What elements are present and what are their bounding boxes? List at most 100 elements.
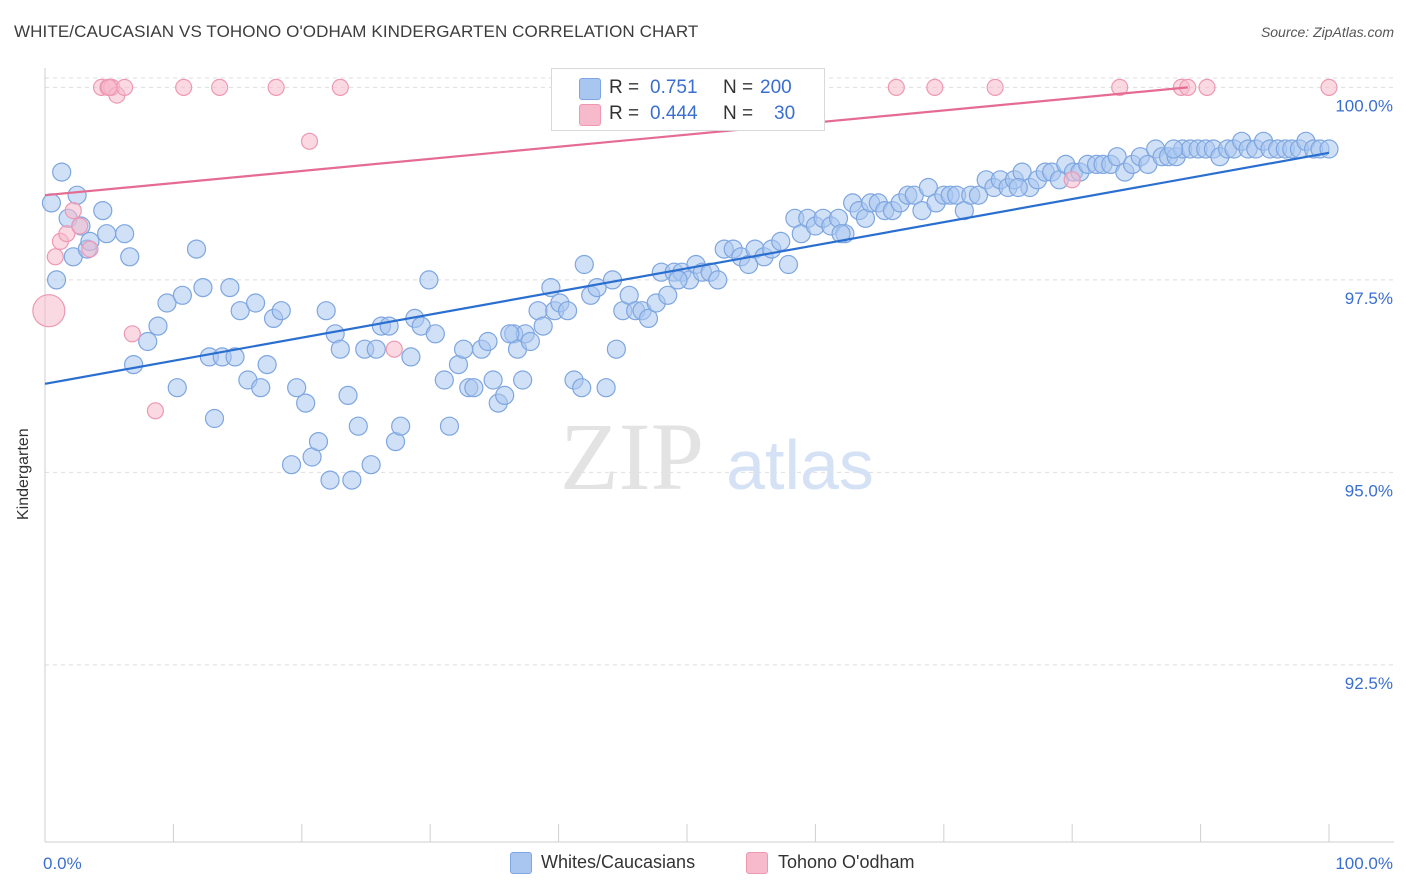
data-point-whites xyxy=(918,177,938,198)
y-tick-label: 100.0% xyxy=(1335,96,1393,115)
data-point-tohono xyxy=(1320,78,1338,97)
data-point-whites xyxy=(1107,147,1127,167)
data-point-tohono xyxy=(1198,78,1216,97)
data-point-tohono xyxy=(385,340,403,358)
data-point-whites xyxy=(115,224,135,244)
data-point-whites xyxy=(287,378,307,398)
data-point-whites xyxy=(67,185,87,205)
data-point-whites xyxy=(41,193,62,213)
data-point-whites xyxy=(668,270,688,290)
legend-swatch-tohono xyxy=(746,852,768,874)
data-point-tohono xyxy=(116,78,134,97)
data-point-whites xyxy=(330,339,350,359)
data-point-whites xyxy=(513,370,533,390)
data-point-whites xyxy=(483,370,503,390)
data-point-whites xyxy=(557,301,578,321)
data-point-whites xyxy=(572,378,592,398)
legend-swatch-pink xyxy=(579,104,601,126)
data-point-whites xyxy=(708,270,728,290)
x-tick-label: 100.0% xyxy=(1335,854,1393,873)
data-point-tohono xyxy=(64,202,82,220)
data-point-whites xyxy=(606,339,626,359)
data-point-whites xyxy=(230,301,250,321)
legend-r-label: R = xyxy=(609,103,640,124)
legend-n-value: 30 xyxy=(774,103,796,124)
data-point-whites xyxy=(638,308,659,328)
data-point-whites xyxy=(271,301,291,321)
data-point-whites xyxy=(308,432,329,452)
data-point-tohono xyxy=(100,78,118,97)
data-point-tohono xyxy=(175,78,193,97)
legend-n-label: N = xyxy=(723,103,754,124)
data-point-whites xyxy=(97,224,117,244)
watermark-zip: ZIP xyxy=(560,403,704,510)
data-point-whites xyxy=(1319,139,1339,159)
data-point-whites xyxy=(658,285,678,305)
data-point-whites xyxy=(361,455,381,475)
data-point-whites xyxy=(348,416,368,436)
y-tick-label: 95.0% xyxy=(1345,481,1393,500)
data-point-tohono xyxy=(146,402,165,420)
watermark: ZIP atlas xyxy=(560,403,874,510)
data-point-whites xyxy=(1008,177,1028,198)
data-point-whites xyxy=(533,316,553,336)
legend-swatch-whites xyxy=(510,852,532,874)
data-point-whites xyxy=(366,339,386,359)
data-point-whites xyxy=(281,455,302,475)
tick-labels: 92.5% 95.0% 97.5% 100.0% 0.0% 100.0% xyxy=(43,96,1393,873)
legend-label-tohono: Tohono O'odham xyxy=(778,852,915,872)
data-point-whites xyxy=(251,378,271,398)
data-point-whites xyxy=(338,385,358,405)
data-point-whites xyxy=(831,224,851,244)
data-point-whites xyxy=(419,270,439,290)
trend-lines xyxy=(44,86,1330,385)
trend-line-whites xyxy=(44,151,1330,385)
data-point-whites xyxy=(391,416,411,436)
data-point-whites xyxy=(123,355,144,375)
data-point-whites xyxy=(296,393,316,413)
legend-label-whites: Whites/Caucasians xyxy=(541,852,696,872)
legend-n-value: 200 xyxy=(760,77,792,98)
legend-row-tohono: R = 0.444 N = 30 xyxy=(552,103,824,127)
data-point-whites xyxy=(120,247,140,267)
data-point-whites xyxy=(425,324,445,344)
data-point-whites xyxy=(574,254,594,275)
data-point-whites xyxy=(434,370,454,390)
source-credit: Source: ZipAtlas.com xyxy=(1260,24,1394,40)
data-point-whites xyxy=(46,270,67,290)
data-point-whites xyxy=(316,301,336,321)
data-point-whites xyxy=(204,408,225,429)
data-point-tohono xyxy=(887,78,905,97)
data-point-tohono xyxy=(71,217,89,235)
legend-r-value: 0.751 xyxy=(650,77,698,98)
data-point-whites xyxy=(478,331,498,352)
legend-r-label: R = xyxy=(609,77,640,98)
trend-line-tohono xyxy=(44,86,1188,197)
data-point-tohono xyxy=(1063,171,1081,189)
y-tick-label: 97.5% xyxy=(1345,289,1393,308)
data-point-tohono xyxy=(32,294,66,328)
series-tohono-points xyxy=(32,78,1338,420)
data-point-whites xyxy=(500,324,520,344)
series-whites-points xyxy=(41,131,1339,490)
data-point-whites xyxy=(157,293,177,313)
data-point-tohono xyxy=(46,248,64,266)
data-point-whites xyxy=(453,339,474,359)
data-point-tohono xyxy=(123,325,141,343)
data-point-whites xyxy=(464,378,484,398)
x-tick-label: 0.0% xyxy=(43,854,82,873)
data-point-whites xyxy=(186,239,207,259)
series-legend: Whites/Caucasians Tohono O'odham xyxy=(0,852,1406,876)
data-point-whites xyxy=(138,331,158,352)
data-point-whites xyxy=(771,231,791,251)
data-point-whites xyxy=(257,355,277,375)
y-tick-label: 92.5% xyxy=(1345,674,1393,693)
watermark-atlas: atlas xyxy=(726,426,874,504)
legend-n-label: N = xyxy=(723,77,754,98)
data-point-tohono xyxy=(267,78,285,97)
data-point-whites xyxy=(52,162,72,182)
data-point-whites xyxy=(245,293,266,313)
data-point-whites xyxy=(193,278,213,298)
legend-r-value: 0.444 xyxy=(650,103,698,124)
